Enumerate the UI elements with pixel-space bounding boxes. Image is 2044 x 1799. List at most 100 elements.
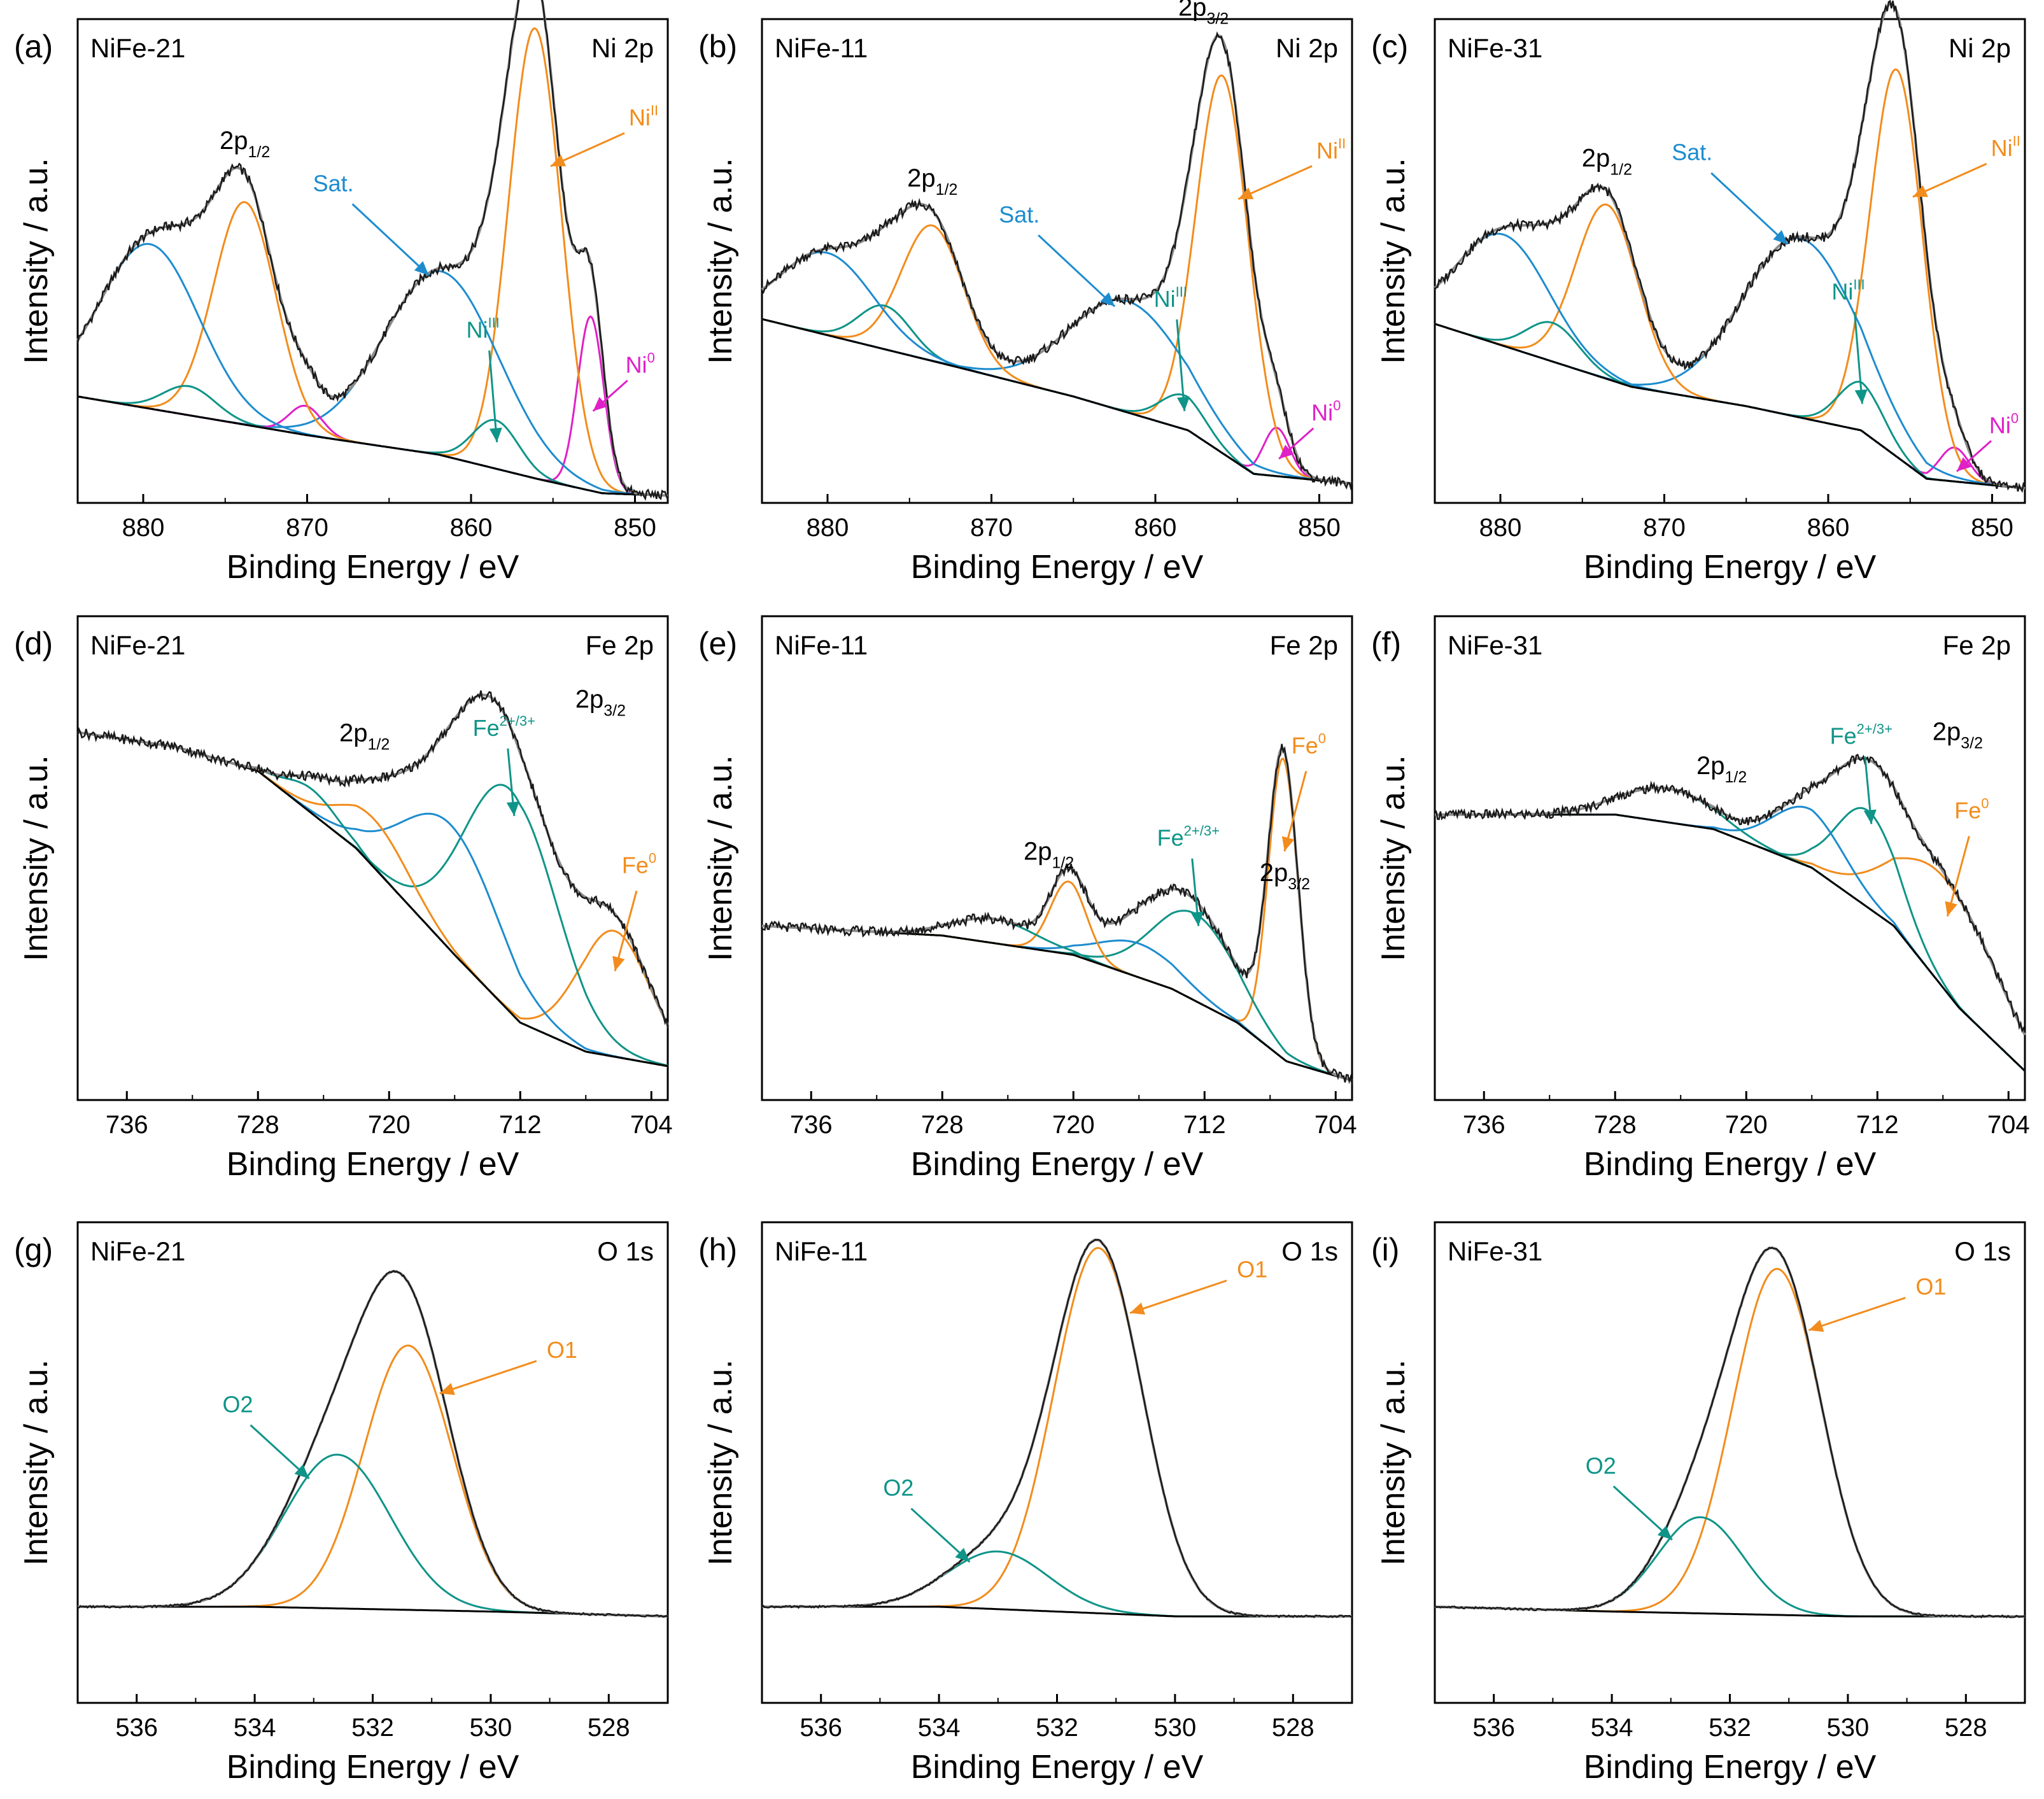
x-tick-label: 532 — [351, 1714, 394, 1742]
sample-name: NiFe-21 — [90, 33, 185, 63]
panel-i: 536 534 532 530 528 Binding Energy / eV Intens… — [1371, 1221, 2026, 1786]
raw-data-line — [77, 1269, 668, 1618]
sample-name: NiFe-11 — [775, 33, 868, 63]
arrow-o1 — [1129, 1280, 1227, 1315]
arrow-ni3 — [1854, 312, 1863, 404]
label-ni2: NiII — [1316, 136, 1346, 164]
sample-name: NiFe-31 — [1448, 1236, 1542, 1266]
label-o2: O2 — [1586, 1453, 1616, 1479]
x-tick-label: 532 — [1036, 1714, 1078, 1742]
arrow-sat — [1038, 234, 1116, 307]
x-tick-label: 850 — [614, 514, 656, 542]
component-teal-fe2-3-2p3-2 — [1435, 807, 2026, 1072]
raw-data-line — [76, 0, 669, 501]
x-tick-label: 704 — [1987, 1111, 2030, 1139]
envelope-line — [762, 1238, 1352, 1618]
envelope-line — [761, 34, 1353, 485]
component-blue-sat-2p1-2 — [1434, 232, 2026, 490]
component-teal-o2 — [1434, 1516, 2025, 1618]
x-tick-label: 860 — [1807, 514, 1850, 542]
label-ni3: NiIII — [1831, 276, 1864, 304]
label-fe23: Fe2+/3+ — [1157, 823, 1220, 851]
x-tick-label: 728 — [237, 1111, 279, 1139]
label-2p32: 2p3/2 — [1178, 0, 1229, 28]
background-line — [761, 318, 1353, 485]
y-axis-label: Intensity / a.u. — [702, 158, 739, 364]
arrow-o1-head — [1130, 1302, 1146, 1315]
x-tick-label: 880 — [122, 514, 165, 542]
x-tick-label: 860 — [450, 514, 493, 542]
x-axis-label: Binding Energy / eV — [227, 549, 519, 586]
panel-letter: (e) — [698, 626, 737, 661]
x-axis-label: Binding Energy / eV — [227, 1749, 519, 1786]
arrow-fe0-head — [612, 956, 625, 971]
panel-letter: (h) — [698, 1232, 737, 1267]
panel-c: 880 870 860 850 Binding Energy / eV Intensity… — [1371, 0, 2026, 586]
x-tick-label: 530 — [1827, 1714, 1870, 1742]
x-axis-label: Binding Energy / eV — [227, 1146, 519, 1183]
region-label: Ni 2p — [1276, 33, 1338, 63]
arrow-sat-head — [1773, 230, 1788, 244]
region-label: O 1s — [1281, 1236, 1338, 1266]
arrow-o2-head — [294, 1464, 309, 1479]
label-2p12: 2p1/2 — [1696, 752, 1747, 786]
x-tick-label: 720 — [368, 1111, 411, 1139]
panel-g: 536 534 532 530 528 Binding Energy / eV Intens… — [14, 1221, 669, 1786]
arrow-sat — [351, 203, 430, 276]
arrow-ni3 — [488, 350, 498, 442]
label-o1: O1 — [1237, 1257, 1267, 1283]
envelope-line — [76, 0, 668, 497]
panel-letter: (f) — [1371, 626, 1401, 661]
label-2p12: 2p1/2 — [220, 127, 270, 161]
x-tick-label: 860 — [1134, 514, 1177, 542]
component-magenta-ni0 — [77, 315, 668, 497]
sample-name: NiFe-11 — [775, 630, 868, 660]
raw-data-line — [76, 690, 669, 1029]
label-ni3: NiIII — [466, 315, 499, 343]
envelope-line — [1434, 2, 2026, 490]
panel-letter: (b) — [698, 29, 737, 64]
x-tick-label: 532 — [1709, 1714, 1751, 1742]
sample-name: NiFe-11 — [775, 1236, 868, 1266]
label-2p12: 2p1/2 — [1024, 837, 1074, 871]
background-line — [1434, 323, 2026, 490]
x-tick-label: 870 — [1643, 514, 1686, 542]
component-blue-sat-2p3-2 — [1434, 237, 2026, 490]
x-tick-label: 534 — [918, 1714, 961, 1742]
x-axis-label: Binding Energy / eV — [1584, 549, 1877, 586]
label-ni0: Ni0 — [1989, 410, 2019, 438]
arrow-o1 — [439, 1360, 537, 1395]
x-axis-label: Binding Energy / eV — [911, 549, 1204, 586]
x-tick-label: 712 — [1856, 1111, 1899, 1139]
envelope-line — [78, 1270, 668, 1618]
raw-data-line — [761, 31, 1353, 491]
x-tick-label: 850 — [1298, 514, 1341, 542]
region-label: Fe 2p — [1943, 630, 2011, 660]
x-tick-label: 728 — [1594, 1111, 1637, 1139]
raw-data-line — [761, 744, 1353, 1085]
x-axis-label: Binding Energy / eV — [911, 1146, 1204, 1183]
label-fe23: Fe2+/3+ — [473, 713, 535, 741]
raw-data-line — [1434, 753, 2026, 1033]
component-orange-niii-2p3-2 — [77, 27, 668, 497]
x-tick-label: 530 — [470, 1714, 512, 1742]
x-tick-label: 736 — [1463, 1111, 1505, 1139]
panel-letter: (i) — [1371, 1232, 1399, 1267]
arrow-fe0-head — [1945, 901, 1957, 917]
panel-letter: (d) — [14, 626, 53, 661]
arrow-fe23-head — [1190, 911, 1204, 926]
arrow-o1-head — [1808, 1320, 1824, 1332]
label-ni2: NiII — [629, 102, 658, 131]
y-axis-label: Intensity / a.u. — [1375, 755, 1412, 961]
label-fe0: Fe0 — [1292, 730, 1326, 758]
raw-data-line — [761, 1239, 1353, 1619]
panel-b: 880 870 860 850 Binding Energy / eV Intensity… — [698, 0, 1353, 586]
y-axis-label: Intensity / a.u. — [18, 158, 55, 364]
component-orange-o1 — [78, 1344, 668, 1618]
x-tick-label: 880 — [807, 514, 849, 542]
component-orange-niii-2p3-2 — [761, 74, 1353, 485]
label-o2: O2 — [883, 1475, 913, 1501]
label-sat: Sat. — [1672, 139, 1712, 166]
x-tick-label: 704 — [1315, 1111, 1357, 1139]
arrow-o2-head — [955, 1548, 970, 1562]
